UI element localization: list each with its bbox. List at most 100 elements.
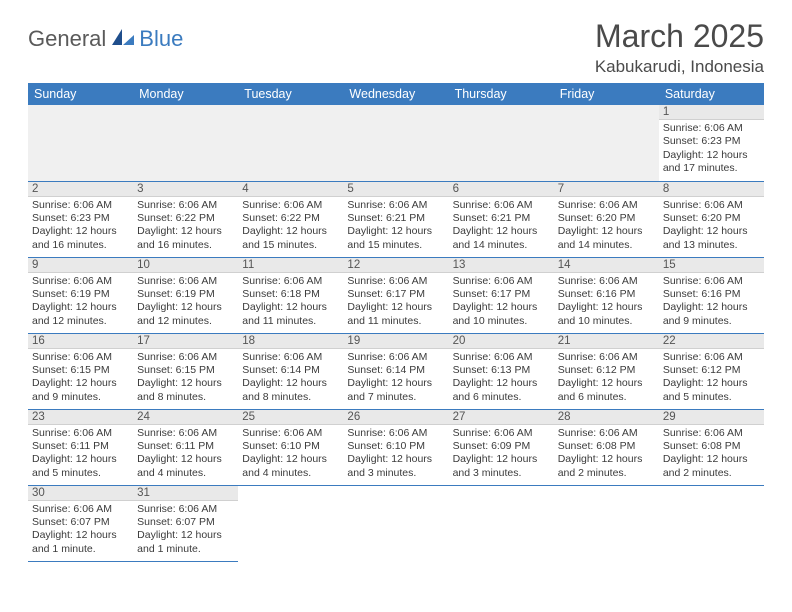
daylight-text: Daylight: 12 hours and 4 minutes. <box>137 453 234 480</box>
calendar-cell: 25Sunrise: 6:06 AMSunset: 6:10 PMDayligh… <box>238 409 343 485</box>
daylight-text: Daylight: 12 hours and 12 minutes. <box>32 301 129 328</box>
calendar-cell: 3Sunrise: 6:06 AMSunset: 6:22 PMDaylight… <box>133 181 238 257</box>
day-number: 21 <box>554 334 659 349</box>
sunrise-text: Sunrise: 6:06 AM <box>32 503 129 516</box>
day-number: 17 <box>133 334 238 349</box>
daylight-text: Daylight: 12 hours and 6 minutes. <box>558 377 655 404</box>
weekday-header: Tuesday <box>238 83 343 105</box>
day-details: Sunrise: 6:06 AMSunset: 6:19 PMDaylight:… <box>133 273 238 332</box>
calendar-cell: 16Sunrise: 6:06 AMSunset: 6:15 PMDayligh… <box>28 333 133 409</box>
sunrise-text: Sunrise: 6:06 AM <box>242 275 339 288</box>
daylight-text: Daylight: 12 hours and 3 minutes. <box>453 453 550 480</box>
daylight-text: Daylight: 12 hours and 1 minute. <box>32 529 129 556</box>
sunrise-text: Sunrise: 6:06 AM <box>242 199 339 212</box>
daylight-text: Daylight: 12 hours and 10 minutes. <box>453 301 550 328</box>
sunset-text: Sunset: 6:17 PM <box>453 288 550 301</box>
day-details: Sunrise: 6:06 AMSunset: 6:21 PMDaylight:… <box>449 197 554 256</box>
day-number: 4 <box>238 182 343 197</box>
day-number: 18 <box>238 334 343 349</box>
day-details: Sunrise: 6:06 AMSunset: 6:20 PMDaylight:… <box>554 197 659 256</box>
calendar-body: 1 Sunrise: 6:06 AM Sunset: 6:23 PM Daylight… <box>28 105 764 561</box>
calendar-cell: 6Sunrise: 6:06 AMSunset: 6:21 PMDaylight… <box>449 181 554 257</box>
calendar-cell-empty <box>238 485 343 561</box>
day-details: Sunrise: 6:06 AMSunset: 6:10 PMDaylight:… <box>343 425 448 484</box>
logo-word-1: General <box>28 26 106 52</box>
sunrise-text: Sunrise: 6:06 AM <box>242 427 339 440</box>
day-number: 28 <box>554 410 659 425</box>
day-number: 1 <box>659 105 764 120</box>
daylight-text: Daylight: 12 hours and 2 minutes. <box>558 453 655 480</box>
calendar-cell: 13Sunrise: 6:06 AMSunset: 6:17 PMDayligh… <box>449 257 554 333</box>
day-number: 16 <box>28 334 133 349</box>
day-details: Sunrise: 6:06 AMSunset: 6:07 PMDaylight:… <box>133 501 238 560</box>
day-number: 13 <box>449 258 554 273</box>
calendar-cell: 19Sunrise: 6:06 AMSunset: 6:14 PMDayligh… <box>343 333 448 409</box>
sunset-text: Sunset: 6:15 PM <box>32 364 129 377</box>
weekday-header: Saturday <box>659 83 764 105</box>
day-details: Sunrise: 6:06 AMSunset: 6:21 PMDaylight:… <box>343 197 448 256</box>
sunset-text: Sunset: 6:12 PM <box>663 364 760 377</box>
sunset-text: Sunset: 6:19 PM <box>32 288 129 301</box>
calendar-row: 2 Sunrise: 6:06 AM Sunset: 6:23 PM Daylight… <box>28 181 764 257</box>
daylight-text: Daylight: 12 hours and 11 minutes. <box>347 301 444 328</box>
calendar-cell-empty <box>554 485 659 561</box>
weekday-header: Sunday <box>28 83 133 105</box>
day-number: 29 <box>659 410 764 425</box>
sunrise-text: Sunrise: 6:06 AM <box>32 427 129 440</box>
location: Kabukarudi, Indonesia <box>595 57 764 77</box>
day-details: Sunrise: 6:06 AMSunset: 6:16 PMDaylight:… <box>554 273 659 332</box>
calendar-cell: 29Sunrise: 6:06 AMSunset: 6:08 PMDayligh… <box>659 409 764 485</box>
sunset-text: Sunset: 6:16 PM <box>558 288 655 301</box>
daylight-text: Daylight: 12 hours and 15 minutes. <box>347 225 444 252</box>
sunset-text: Sunset: 6:23 PM <box>32 212 129 225</box>
weekday-header: Wednesday <box>343 83 448 105</box>
sunset-text: Sunset: 6:12 PM <box>558 364 655 377</box>
calendar-cell: 5Sunrise: 6:06 AMSunset: 6:21 PMDaylight… <box>343 181 448 257</box>
calendar-cell: 4Sunrise: 6:06 AMSunset: 6:22 PMDaylight… <box>238 181 343 257</box>
weekday-header: Friday <box>554 83 659 105</box>
day-number: 25 <box>238 410 343 425</box>
sunrise-text: Sunrise: 6:06 AM <box>242 351 339 364</box>
sunset-text: Sunset: 6:21 PM <box>453 212 550 225</box>
sunrise-text: Sunrise: 6:06 AM <box>453 199 550 212</box>
day-number: 5 <box>343 182 448 197</box>
daylight-text: Daylight: 12 hours and 11 minutes. <box>242 301 339 328</box>
calendar-cell: 18Sunrise: 6:06 AMSunset: 6:14 PMDayligh… <box>238 333 343 409</box>
calendar-row: 1Sunrise: 6:06 AMSunset: 6:23 PMDaylight… <box>28 105 764 181</box>
sunrise-text: Sunrise: 6:06 AM <box>558 427 655 440</box>
title-block: March 2025 Kabukarudi, Indonesia <box>595 18 764 77</box>
calendar-cell: 17Sunrise: 6:06 AMSunset: 6:15 PMDayligh… <box>133 333 238 409</box>
day-details: Sunrise: 6:06 AMSunset: 6:13 PMDaylight:… <box>449 349 554 408</box>
sunrise-text: Sunrise: 6:06 AM <box>558 199 655 212</box>
day-number: 8 <box>659 182 764 197</box>
day-number: 15 <box>659 258 764 273</box>
day-number: 14 <box>554 258 659 273</box>
day-details: Sunrise: 6:06 AMSunset: 6:15 PMDaylight:… <box>28 349 133 408</box>
month-title: March 2025 <box>595 18 764 55</box>
calendar-cell: 15Sunrise: 6:06 AMSunset: 6:16 PMDayligh… <box>659 257 764 333</box>
calendar-cell-empty <box>343 485 448 561</box>
calendar-row: 9Sunrise: 6:06 AMSunset: 6:19 PMDaylight… <box>28 257 764 333</box>
day-number: 19 <box>343 334 448 349</box>
day-number: 2 <box>28 182 133 197</box>
day-number: 30 <box>28 486 133 501</box>
sunrise-text: Sunrise: 6:06 AM <box>347 275 444 288</box>
calendar-cell-empty <box>449 105 554 181</box>
day-number: 27 <box>449 410 554 425</box>
daylight-text: Daylight: 12 hours and 3 minutes. <box>347 453 444 480</box>
day-details: Sunrise: 6:06 AMSunset: 6:17 PMDaylight:… <box>343 273 448 332</box>
sunset-text: Sunset: 6:15 PM <box>137 364 234 377</box>
sunset-text: Sunset: 6:08 PM <box>558 440 655 453</box>
day-details: Sunrise: 6:06 AMSunset: 6:20 PMDaylight:… <box>659 197 764 256</box>
sunset-text: Sunset: 6:20 PM <box>558 212 655 225</box>
day-details: Sunrise: 6:06 AMSunset: 6:08 PMDaylight:… <box>554 425 659 484</box>
day-number: 31 <box>133 486 238 501</box>
calendar-row: 23Sunrise: 6:06 AMSunset: 6:11 PMDayligh… <box>28 409 764 485</box>
day-number: 9 <box>28 258 133 273</box>
calendar-cell: 1Sunrise: 6:06 AMSunset: 6:23 PMDaylight… <box>659 105 764 181</box>
sunset-text: Sunset: 6:22 PM <box>242 212 339 225</box>
sunrise-text: Sunrise: 6:06 AM <box>453 427 550 440</box>
calendar-cell: 24Sunrise: 6:06 AMSunset: 6:11 PMDayligh… <box>133 409 238 485</box>
daylight-text: Daylight: 12 hours and 8 minutes. <box>242 377 339 404</box>
day-number: 24 <box>133 410 238 425</box>
